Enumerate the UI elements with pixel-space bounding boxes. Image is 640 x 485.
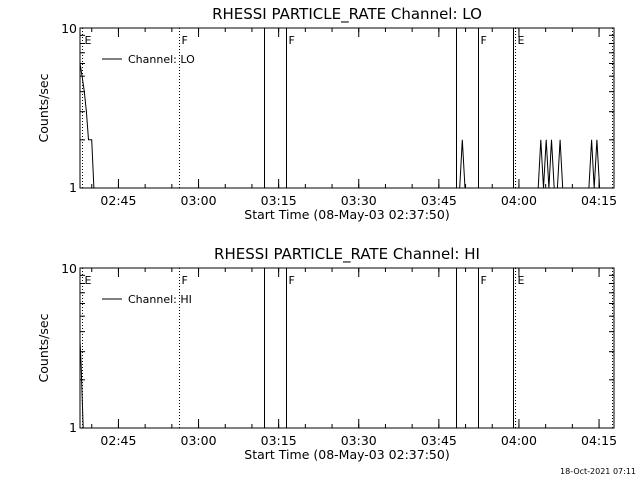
legend-label: Channel: HI bbox=[128, 293, 192, 306]
series-line-segment bbox=[556, 139, 564, 189]
event-marker-label: F bbox=[481, 274, 487, 287]
event-marker-label: E bbox=[518, 34, 525, 47]
series-line-segment bbox=[588, 139, 601, 189]
y-axis-label: Counts/sec bbox=[36, 73, 51, 142]
chart-panel-1: RHESSI PARTICLE_RATE Channel: HI Counts/s… bbox=[36, 245, 617, 462]
event-marker-label: E bbox=[518, 274, 525, 287]
series-line-segment bbox=[459, 139, 466, 189]
footer-timestamp: 18-Oct-2021 07:11 bbox=[560, 467, 636, 476]
x-tick-label: 03:45 bbox=[421, 193, 457, 208]
x-tick-label: 02:45 bbox=[100, 193, 136, 208]
event-marker-label: E bbox=[85, 34, 92, 47]
event-marker-label: E bbox=[85, 274, 92, 287]
y-axis-label: Counts/sec bbox=[36, 313, 51, 382]
event-marker-label: F bbox=[182, 34, 188, 47]
chart-title: RHESSI PARTICLE_RATE Channel: LO bbox=[212, 5, 482, 24]
x-tick-label: 04:00 bbox=[501, 433, 537, 448]
series-line-segment bbox=[537, 139, 555, 189]
x-tick-label: 02:45 bbox=[100, 433, 136, 448]
x-tick-label: 04:15 bbox=[581, 433, 617, 448]
x-tick-label: 03:15 bbox=[261, 193, 297, 208]
legend-label: Channel: LO bbox=[128, 53, 195, 66]
x-tick-label: 04:15 bbox=[581, 193, 617, 208]
series-line-segment bbox=[79, 63, 95, 189]
y-tick-label: 1 bbox=[69, 180, 77, 195]
chart-title: RHESSI PARTICLE_RATE Channel: HI bbox=[214, 245, 480, 264]
event-marker-label: F bbox=[182, 274, 188, 287]
plot-frame bbox=[79, 267, 615, 429]
y-tick-label: 10 bbox=[61, 21, 77, 36]
x-tick-label: 03:30 bbox=[341, 433, 377, 448]
x-tick-label: 03:15 bbox=[261, 433, 297, 448]
event-marker-label: F bbox=[289, 274, 295, 287]
x-tick-label: 04:00 bbox=[501, 193, 537, 208]
plot-frame bbox=[79, 27, 615, 189]
event-marker-label: F bbox=[481, 34, 487, 47]
x-axis-label: Start Time (08-May-03 02:37:50) bbox=[244, 207, 449, 222]
chart-panel-0: RHESSI PARTICLE_RATE Channel: LO Counts/s… bbox=[36, 5, 617, 222]
event-marker-label: F bbox=[289, 34, 295, 47]
x-tick-label: 03:45 bbox=[421, 433, 457, 448]
series-line-segment bbox=[79, 340, 84, 429]
x-axis-label: Start Time (08-May-03 02:37:50) bbox=[244, 447, 449, 462]
x-tick-label: 03:30 bbox=[341, 193, 377, 208]
x-tick-label: 03:00 bbox=[181, 433, 217, 448]
x-tick-label: 03:00 bbox=[181, 193, 217, 208]
y-tick-label: 10 bbox=[61, 261, 77, 276]
y-tick-label: 1 bbox=[69, 420, 77, 435]
